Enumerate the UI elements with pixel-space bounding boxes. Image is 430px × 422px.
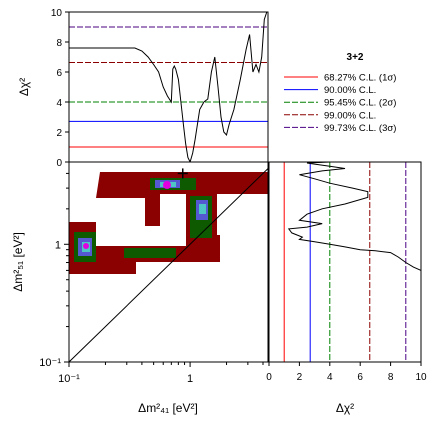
side-x-ticks: 0 2 4 6 8 10 — [266, 362, 427, 383]
main-y-tick-label: 10⁻¹ — [39, 357, 61, 369]
top-y-tick-label: 4 — [56, 98, 62, 109]
main-x-tick-label: 1 — [187, 373, 193, 385]
side-x-tick-label: 2 — [297, 372, 303, 383]
legend-label: 99.00% C.L. — [324, 110, 376, 121]
top-panel: 0 2 4 6 8 10 Δχ² — [17, 8, 269, 169]
top-y-tick-label: 6 — [56, 68, 62, 79]
legend-label: 68.27% C.L. (1σ) — [324, 73, 396, 84]
side-x-tick-label: 10 — [415, 372, 427, 383]
top-profile-curve — [69, 12, 268, 162]
side-profile-curve — [287, 162, 421, 271]
side-panel: 0 2 4 6 8 10 Δχ² — [266, 161, 427, 415]
main-ticks: 10⁻¹ 1 10⁻¹ 1 — [39, 161, 264, 385]
side-x-tick-label: 0 — [266, 372, 272, 383]
contour-1sigma-region — [78, 180, 208, 256]
main-frame — [68, 161, 269, 363]
top-frame — [68, 11, 269, 163]
legend-label: 99.73% C.L. (3σ) — [324, 123, 396, 134]
main-x-tick-label: 10⁻¹ — [58, 373, 80, 385]
top-y-tick-label: 8 — [56, 38, 62, 49]
top-y-ticks: 0 2 4 6 8 10 — [51, 8, 69, 169]
main-x-axis-label: Δm²₄₁ [eV²] — [138, 401, 198, 415]
top-y-tick-label: 10 — [51, 8, 63, 19]
side-x-tick-label: 8 — [388, 372, 394, 383]
side-cl-lines — [283, 162, 407, 362]
legend-label: 90.00% C.L. — [324, 85, 376, 96]
legend-title: 3+2 — [347, 52, 364, 63]
top-y-tick-label: 0 — [56, 158, 62, 169]
top-y-axis-label: Δχ² — [17, 78, 31, 96]
side-frame — [268, 161, 422, 363]
top-y-tick-label: 2 — [56, 128, 62, 139]
legend: 3+2 68.27% C.L. (1σ)90.00% C.L. 95.45% C.… — [284, 52, 396, 134]
side-x-tick-label: 6 — [357, 372, 363, 383]
main-y-tick-label: 1 — [55, 239, 61, 251]
contour-outer-band-top — [96, 172, 268, 242]
contour-peak-2 — [83, 243, 89, 249]
top-cl-lines — [69, 26, 268, 148]
legend-label: 95.45% C.L. (2σ) — [324, 98, 396, 109]
contour-region — [69, 167, 268, 362]
main-y-axis-label: Δm²₅₁ [eV²] — [11, 232, 25, 292]
best-fit-marker — [177, 168, 188, 179]
side-x-axis-label: Δχ² — [336, 401, 354, 415]
diagonal-line — [69, 167, 268, 362]
main-panel: 10⁻¹ 1 10⁻¹ 1 Δm²₄₁ [eV²] Δm²₅₁ [eV²] — [11, 161, 269, 415]
side-x-tick-label: 4 — [327, 372, 333, 383]
contour-peak-1 — [163, 181, 171, 189]
